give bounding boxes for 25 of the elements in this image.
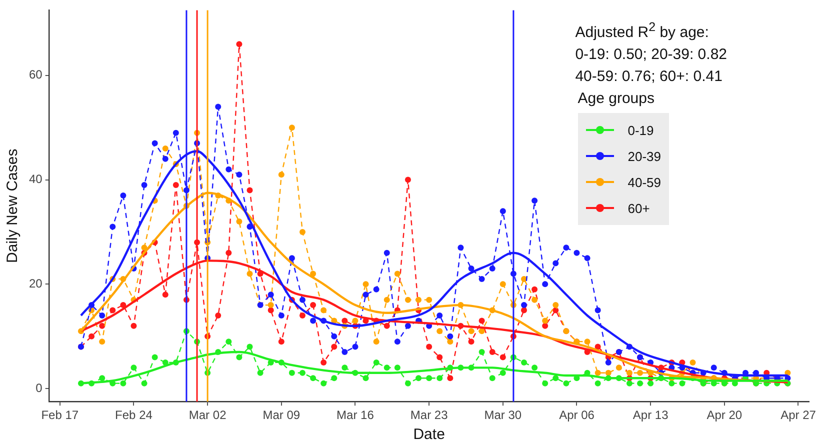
y-tick-label: 40 <box>28 172 43 186</box>
x-tick-label: Mar 02 <box>188 408 227 422</box>
legend-label: 60+ <box>628 200 650 216</box>
legend-label: 20-39 <box>628 148 661 164</box>
x-tick-label: Mar 30 <box>484 408 522 422</box>
x-tick-label: Apr 27 <box>780 408 816 422</box>
x-tick-label: Apr 13 <box>632 408 669 422</box>
x-tick-label: Mar 23 <box>410 408 448 422</box>
y-tick-label: 20 <box>28 276 43 290</box>
y-tick-label: 60 <box>28 68 43 82</box>
x-axis-title: Date <box>413 426 445 444</box>
y-tick-label: 0 <box>36 380 43 395</box>
legend-label: 0-19 <box>628 122 654 138</box>
y-axis-title: Daily New Cases <box>4 148 22 263</box>
x-tick-label: Mar 16 <box>336 408 374 422</box>
x-tick-label: Apr 06 <box>559 408 595 422</box>
legend-title: Age groups <box>578 90 656 107</box>
annotation: 0-19: 0.50; 20-39: 0.82 <box>575 45 727 65</box>
annotation: 40-59: 0.76; 60+: 0.41 <box>575 67 724 87</box>
annotation: Adjusted R$^{2}$ by age: <box>575 19 710 43</box>
x-tick-label: Mar 09 <box>262 408 300 422</box>
x-tick-label: Feb 17 <box>41 408 79 422</box>
x-tick-label: Apr 20 <box>706 408 742 422</box>
legend-label: 40-59 <box>628 174 661 190</box>
x-tick-label: Feb 24 <box>115 408 153 422</box>
